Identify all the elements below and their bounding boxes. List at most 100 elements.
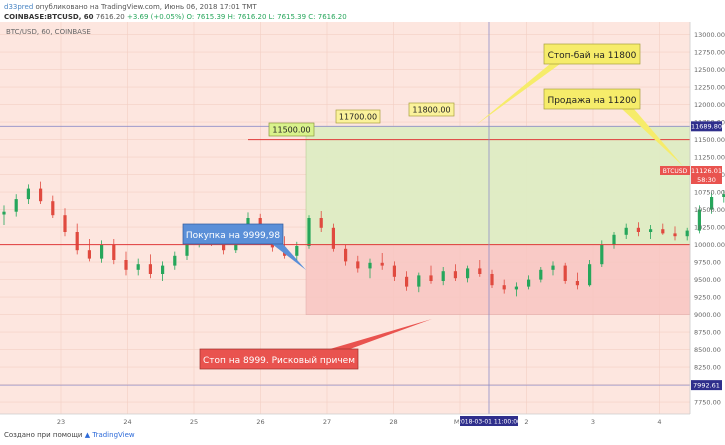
candle-body — [100, 244, 104, 259]
badge-last-price: BTCUSD 11126.01 58:30 — [660, 166, 722, 184]
risk-zone-box[interactable] — [305, 244, 691, 315]
candle-body — [148, 264, 152, 274]
candle-body — [514, 286, 518, 290]
time-tick-label: 24 — [123, 418, 131, 426]
candle-body — [26, 188, 30, 200]
price-change: +3.69 (+0.05%) — [126, 13, 185, 21]
callout-buy[interactable]: Покупка на 9999,98 — [182, 223, 306, 270]
countdown-text: 58:30 — [697, 176, 716, 184]
author-link[interactable]: d33pred — [4, 3, 34, 11]
price-tick-label: 10000.00 — [694, 241, 725, 249]
crosshair-time-badge: 2018-03-01 11:00:00 — [457, 416, 521, 426]
candle-body — [710, 197, 714, 210]
chart-title: BTC/USD, 60, COINBASE — [6, 28, 91, 36]
time-tick-label: 4 — [657, 418, 661, 426]
price-chart[interactable]: BTC/USD, 60, COINBASE 11500.00 11700.00 … — [0, 22, 725, 430]
candle-body — [136, 264, 140, 270]
candle-body — [161, 265, 165, 274]
price-tick-label: 8750.00 — [694, 329, 721, 337]
time-tick-label: 25 — [190, 418, 198, 426]
callout-stop[interactable]: Стоп на 8999. Рисковый причем — [199, 319, 432, 370]
candle-body — [2, 211, 6, 215]
price-tick-label: 10500.00 — [694, 206, 725, 214]
candle-body — [722, 194, 725, 197]
candle-body — [112, 244, 116, 260]
candle-body — [673, 233, 677, 237]
tradingview-link[interactable]: TradingView — [92, 431, 135, 439]
candle-body — [392, 265, 396, 277]
candle-body — [551, 265, 555, 270]
time-tick-label: 28 — [389, 418, 397, 426]
callout-stop-buy[interactable]: Стоп-бай на 11800 — [476, 43, 641, 125]
chart-header: d33pred опубликовано на TradingView.com,… — [0, 0, 725, 22]
candle-body — [441, 271, 445, 281]
time-tick-label: 26 — [256, 418, 264, 426]
price-tick-label: 8250.00 — [694, 364, 721, 372]
candle-body — [429, 275, 433, 281]
price-tick-label: 11500.00 — [694, 136, 725, 144]
candle-body — [173, 255, 177, 266]
candle-body — [527, 279, 531, 287]
candle-body — [624, 227, 628, 235]
callout-sell[interactable]: Продажа на 11200 — [543, 88, 683, 166]
long-entry-box[interactable] — [305, 126, 691, 245]
last-symbol-badge — [660, 166, 690, 175]
candle-body — [588, 264, 592, 286]
callout-stop-buy-text: Стоп-бай на 11800 — [548, 51, 637, 61]
price-label-11500-text: 11500.00 — [272, 126, 310, 135]
time-axis[interactable]: 232425262728Mar234 — [57, 418, 662, 426]
candle-body — [563, 265, 567, 281]
price-label-11800[interactable]: 11800.00 — [408, 102, 455, 117]
price-tick-label: 9000.00 — [694, 311, 721, 319]
footer-attribution: Создано при помощи ▲ TradingView — [4, 431, 135, 439]
candle-body — [295, 246, 299, 256]
candle-body — [307, 218, 311, 246]
candle-body — [319, 218, 323, 228]
price-tick-label: 8500.00 — [694, 346, 721, 354]
publish-info: опубликовано на TradingView.com, Июнь 06… — [35, 3, 257, 11]
last-price-text: 11126.01 — [691, 167, 722, 175]
price-label-11800-text: 11800.00 — [412, 106, 450, 115]
candle-body — [453, 271, 457, 279]
price-tick-label: 13000.00 — [694, 31, 725, 39]
candle-body — [478, 268, 482, 274]
time-tick-label: 27 — [323, 418, 331, 426]
last-price: 7616.20 — [95, 13, 125, 21]
candle-body — [697, 209, 701, 231]
price-tick-label: 9750.00 — [694, 259, 721, 267]
time-tick-label: 23 — [57, 418, 65, 426]
candle-body — [39, 188, 43, 202]
candle-body — [380, 262, 384, 266]
price-tick-label: 12750.00 — [694, 49, 725, 57]
badge-lower-text: 7992.61 — [693, 381, 720, 389]
price-tick-label: 10750.00 — [694, 189, 725, 197]
candle-body — [75, 232, 79, 251]
price-label-11700[interactable]: 11700.00 — [335, 109, 381, 124]
candle-body — [368, 262, 372, 269]
publish-line: d33pred опубликовано на TradingView.com,… — [4, 2, 257, 12]
badge-lower-line: 7992.61 — [691, 380, 722, 391]
candle-body — [417, 275, 421, 287]
candle-body — [185, 240, 189, 256]
time-tick-label: 3 — [591, 418, 595, 426]
ohlc-values: O: 7615.39 H: 7616.20 L: 7615.39 C: 7616… — [186, 13, 347, 21]
tradingview-logo-icon[interactable]: ▲ — [84, 431, 91, 439]
price-tick-label: 9500.00 — [694, 276, 721, 284]
candle-body — [222, 241, 226, 251]
footer-text: Создано при помощи — [4, 431, 83, 439]
candle-body — [612, 234, 616, 245]
symbol-label[interactable]: COINBASE:BTCUSD, 60 — [4, 13, 94, 21]
callout-stop-text: Стоп на 8999. Рисковый причем — [203, 356, 355, 366]
price-tick-label: 10250.00 — [694, 224, 725, 232]
candle-body — [539, 269, 543, 280]
badge-upper-text: 11689.80 — [691, 123, 722, 131]
price-label-11700-text: 11700.00 — [339, 113, 377, 122]
price-tick-label: 7750.00 — [694, 399, 721, 407]
candle-body — [63, 215, 67, 232]
candle-body — [51, 201, 55, 216]
price-label-11500[interactable]: 11500.00 — [268, 122, 315, 137]
candle-body — [344, 248, 348, 262]
candle-body — [405, 276, 409, 287]
price-tick-label: 11250.00 — [694, 154, 725, 162]
candle-body — [685, 230, 689, 237]
